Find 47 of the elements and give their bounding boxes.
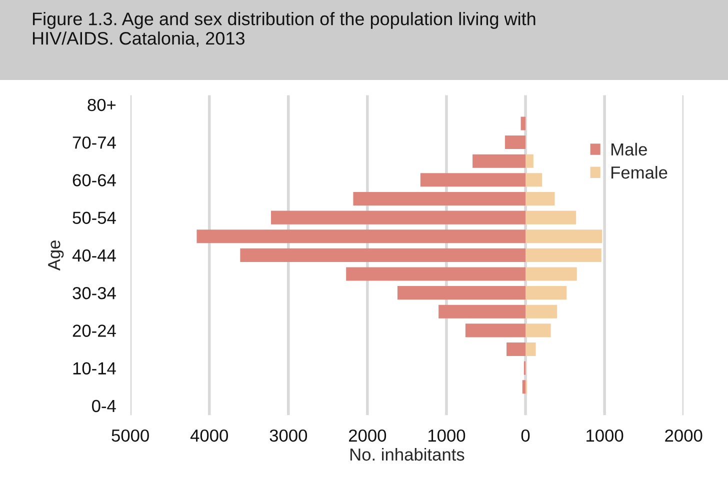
bar	[526, 230, 602, 244]
bar	[420, 173, 526, 187]
bar	[397, 286, 526, 300]
legend-label: Male	[612, 142, 647, 156]
bar	[526, 304, 558, 318]
bar	[346, 267, 526, 281]
bar	[526, 342, 536, 356]
x-tick-label: 2000	[665, 429, 702, 442]
chart-title: Figure 1.3. Age and sex distribution of the population living with HIV/AIDS. Catalonia, 2013	[32, 12, 536, 47]
bar	[526, 192, 555, 206]
y-tick-label: 30-34	[72, 286, 116, 300]
bar	[438, 304, 526, 318]
bar	[472, 154, 526, 168]
y-tick-label: 20-24	[72, 324, 116, 337]
bar	[526, 173, 542, 187]
y-tick-label: 70-74	[72, 136, 116, 149]
x-tick-label: 2000	[348, 429, 386, 442]
bar	[520, 116, 526, 130]
x-tick-label: 4000	[190, 429, 228, 442]
bar	[526, 248, 602, 262]
y-tick-label: 40-44	[72, 249, 116, 262]
bar	[465, 324, 526, 338]
x-axis-title: No. inhabitants	[350, 448, 464, 461]
legend-label: Female	[612, 166, 668, 179]
bar	[353, 192, 526, 206]
x-tick-label: 0	[521, 429, 530, 442]
bar	[526, 286, 567, 300]
y-tick-label: 60-64	[72, 174, 116, 186]
bar	[526, 324, 551, 338]
x-tick-label: 1000	[428, 429, 466, 442]
y-tick-label: 50-54	[72, 212, 116, 224]
bar	[504, 136, 526, 150]
y-tick-label: 0-4	[92, 400, 116, 412]
bar	[196, 230, 526, 244]
x-tick-label: 1000	[586, 429, 624, 442]
x-tick-label: 3000	[270, 429, 308, 442]
bar	[526, 267, 577, 281]
bar	[271, 210, 526, 224]
y-tick-label: 80+	[88, 98, 116, 112]
y-axis-title: Age	[48, 240, 64, 271]
bar	[526, 154, 534, 168]
bar	[240, 248, 526, 262]
bar	[526, 210, 576, 224]
y-tick-label: 10-14	[73, 362, 116, 375]
bar	[506, 342, 526, 356]
bar	[522, 380, 526, 394]
x-tick-label: 5000	[112, 429, 149, 442]
